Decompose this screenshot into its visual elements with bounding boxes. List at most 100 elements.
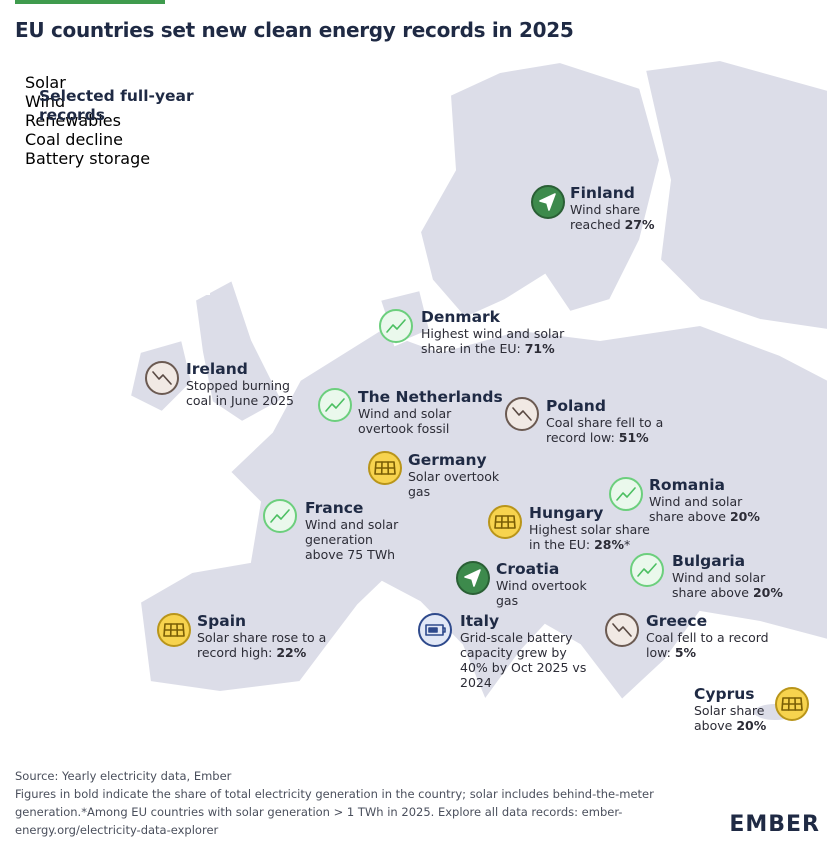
record-icon	[145, 361, 179, 395]
record: Denmark Highest wind and solar share in t…	[421, 308, 586, 356]
icon-circle	[318, 388, 352, 422]
description: Stopped burning coal in June 2025	[186, 378, 295, 408]
country-name: Bulgaria	[672, 552, 746, 570]
description: Wind and solar share above	[649, 494, 743, 524]
mainland	[138, 323, 828, 703]
accent-bar	[15, 0, 165, 4]
record-text: Wind share reached 27%	[570, 202, 670, 232]
record-text: Wind and solar share above 20%	[649, 494, 769, 524]
record-icon	[456, 561, 490, 595]
record-text: Wind and solar overtook fossil	[358, 406, 468, 436]
record-icon	[418, 613, 452, 647]
country-name: Germany	[408, 451, 487, 469]
icon-glyph	[512, 407, 532, 421]
record: Cyprus Solar share above 20%	[694, 685, 784, 733]
record-icon	[157, 613, 191, 647]
legend: Selected full-year records Solar Wind Rene…	[25, 73, 210, 295]
record-icon	[488, 505, 522, 539]
icon-circle	[609, 477, 643, 511]
legend-title: Selected full-year records	[39, 87, 194, 124]
country-name: Hungary	[529, 504, 604, 522]
icon-glyph	[270, 509, 290, 523]
source: Source: Yearly electricity data, Ember	[15, 769, 232, 783]
record-text: Coal share fell to a record low: 51%	[546, 415, 676, 445]
icon-glyph	[428, 627, 438, 633]
country-name: France	[305, 499, 364, 517]
record-text: Stopped burning coal in June 2025	[186, 378, 311, 408]
record-icon	[263, 499, 297, 533]
icon-glyph	[494, 515, 516, 529]
country-name: Romania	[649, 476, 726, 494]
description: Solar overtook gas	[408, 469, 500, 499]
record-icon	[775, 687, 809, 721]
icon-glyph	[616, 487, 636, 501]
highlight-value: 51%	[618, 430, 649, 445]
record: Croatia Wind overtook gas	[496, 560, 596, 608]
description: Coal share fell to a record low:	[546, 415, 664, 445]
description: Wind share reached	[570, 202, 641, 232]
icon-glyph	[612, 623, 632, 637]
icon-circle	[145, 361, 179, 395]
record-icon	[605, 613, 639, 647]
land	[128, 58, 828, 722]
country-name: Croatia	[496, 560, 560, 578]
description: Solar share rose to a record high:	[197, 630, 327, 660]
highlight-value: 22%	[276, 645, 307, 660]
country-name: The Netherlands	[358, 388, 503, 406]
record-text: Wind overtook gas	[496, 578, 596, 608]
icon-glyph	[781, 697, 803, 711]
record: Hungary Highest solar share in the EU: 28…	[529, 504, 664, 552]
record: Poland Coal share fell to a record low: 5…	[546, 397, 676, 445]
record: Germany Solar overtook gas	[408, 451, 508, 499]
icon-glyph	[163, 623, 185, 637]
east-north	[643, 58, 828, 332]
logo: EMBER	[729, 812, 820, 837]
footnote-mark: *	[624, 537, 631, 552]
record-icon	[318, 388, 352, 422]
britain	[193, 278, 284, 424]
record-text: Grid-scale battery capacity grew by 40% …	[460, 630, 595, 690]
icon-circle	[263, 499, 297, 533]
record-icon	[609, 477, 643, 511]
record: Spain Solar share rose to a record high: …	[197, 612, 327, 660]
record-text: Solar overtook gas	[408, 469, 508, 499]
icon-glyph	[152, 371, 172, 385]
record: Romania Wind and solar share above 20%	[649, 476, 769, 524]
highlight-value: 5%	[674, 645, 697, 660]
record-icon	[630, 553, 664, 587]
note: Figures in bold indicate the share of to…	[15, 787, 654, 837]
highlight-value: 20%	[736, 718, 767, 733]
legend-label: Solar	[25, 73, 66, 92]
record-text: Wind and solar generation above 75 TWh	[305, 517, 415, 562]
description: Wind and solar share above	[672, 570, 766, 600]
legend-label: Wind	[25, 92, 66, 111]
icon-circle	[630, 553, 664, 587]
highlight-value: 27%	[624, 217, 655, 232]
description: Highest wind and solar share in the EU:	[421, 326, 565, 356]
record-text: Solar share rose to a record high: 22%	[197, 630, 327, 660]
record-icon	[531, 185, 565, 219]
record-icon	[368, 451, 402, 485]
record-icon	[379, 309, 413, 343]
description: Coal fell to a record low:	[646, 630, 769, 660]
record-text: Wind and solar share above 20%	[672, 570, 792, 600]
description: Wind overtook gas	[496, 578, 587, 608]
icon-glyph	[442, 627, 446, 633]
record: France Wind and solar generation above 75…	[305, 499, 415, 562]
country-name: Italy	[460, 612, 500, 630]
icon-glyph	[539, 193, 556, 211]
description: Wind and solar overtook fossil	[358, 406, 452, 436]
highlight-value: 71%	[524, 341, 555, 356]
icon-glyph	[637, 563, 657, 577]
legend-label: Renewables	[25, 111, 121, 130]
country-name: Ireland	[186, 360, 248, 378]
country-name: Denmark	[421, 308, 500, 326]
record: The Netherlands Wind and solar overtook f…	[358, 388, 503, 436]
icon-circle	[379, 309, 413, 343]
icon-glyph	[325, 398, 345, 412]
highlight-value: 20%	[729, 509, 760, 524]
description: Wind and solar generation above 75 TWh	[305, 517, 399, 562]
country-name: Cyprus	[694, 685, 755, 703]
